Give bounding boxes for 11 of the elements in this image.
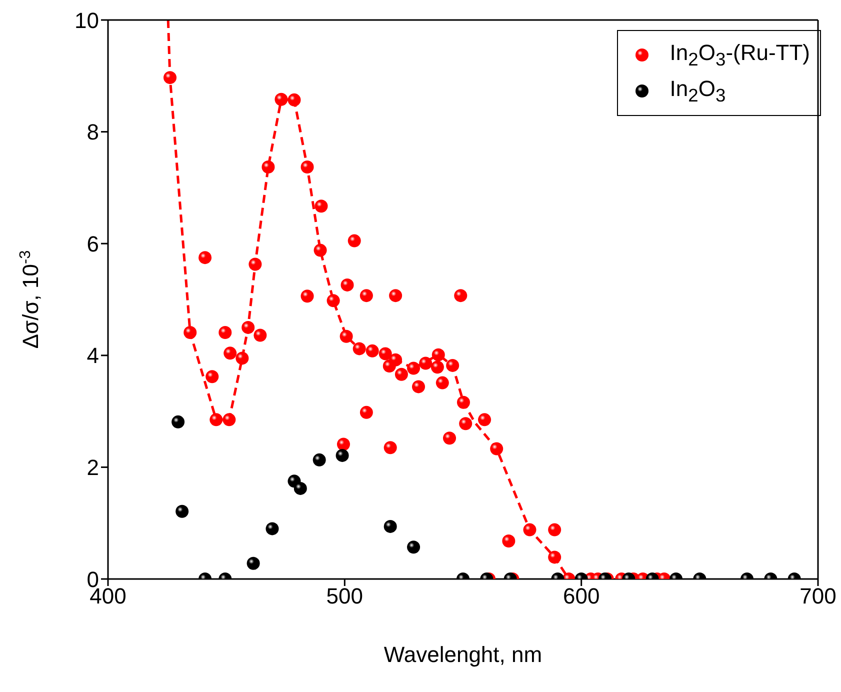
x-tick-label: 700 (800, 584, 836, 609)
x-tick-label: 600 (562, 584, 600, 609)
legend-label: In$_{2}$O$_{3}$-(Ru-TT) (670, 40, 810, 70)
y-tick-label: 2 (86, 455, 99, 480)
x-axis-title: Wavelenght, nm (384, 642, 542, 667)
y-tick-label: 4 (86, 343, 99, 368)
y-tick-label: 8 (86, 120, 99, 145)
y-tick-label: 10 (74, 8, 99, 33)
x-tick-label: 500 (326, 584, 364, 609)
legend-label: In$_{2}$O$_{3}$ (670, 76, 726, 106)
y-tick-label: 6 (86, 231, 99, 256)
